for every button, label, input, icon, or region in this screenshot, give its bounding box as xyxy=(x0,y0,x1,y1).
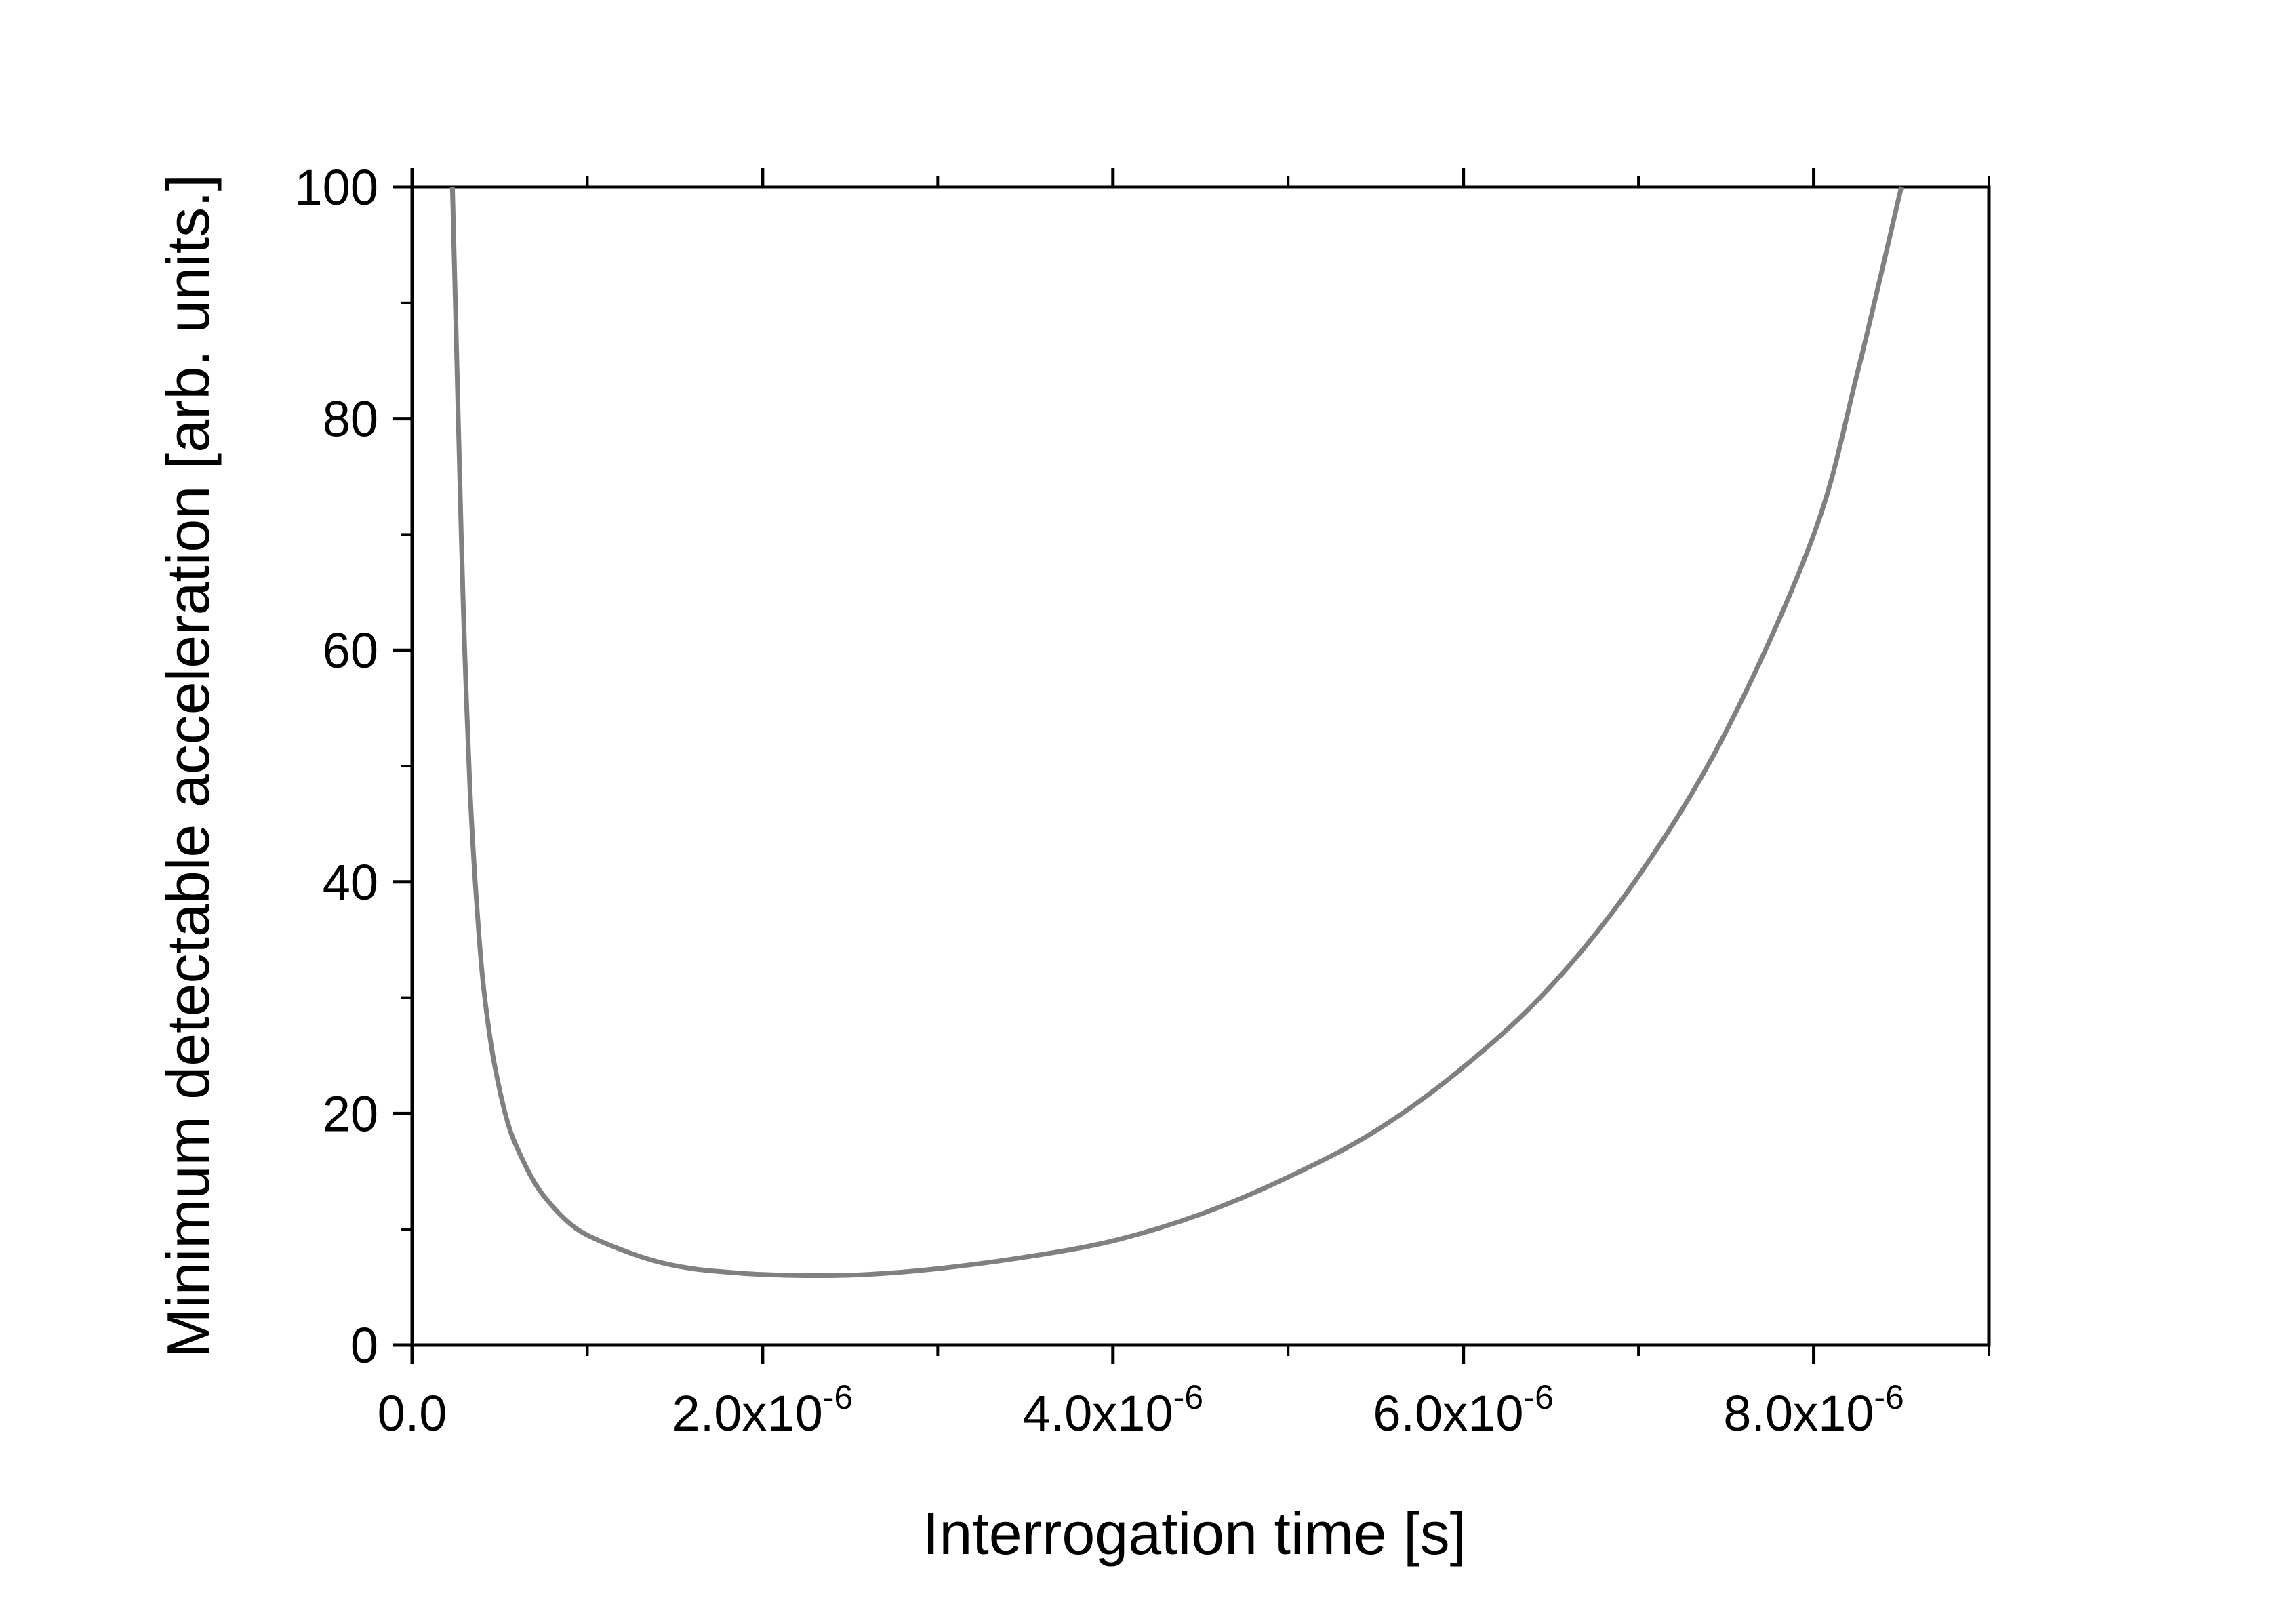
x-tick-mantissa-4: 8.0x10 xyxy=(1723,1385,1874,1441)
x-axis-tick-labels: 0.0 2.0x10-6 4.0x10-6 6.0x10-6 8.0x10-6 xyxy=(378,1378,1904,1441)
x-axis-ticks xyxy=(410,168,1990,1364)
y-axis-title: Minimum detectable acceleration [arb. un… xyxy=(155,174,222,1358)
x-tick-label-3: 6.0x10-6 xyxy=(1373,1378,1554,1441)
y-axis-ticks xyxy=(393,185,412,1347)
y-tick-label-3: 60 xyxy=(323,622,378,679)
plot-frame xyxy=(410,185,1991,1347)
y-tick-label-5: 100 xyxy=(295,159,378,216)
y-tick-label-0: 0 xyxy=(350,1317,378,1374)
x-tick-exponent-2: -6 xyxy=(1173,1378,1203,1416)
x-tick-label-0: 0.0 xyxy=(378,1385,447,1441)
series-line xyxy=(449,186,1904,1279)
x-tick-label-4: 8.0x10-6 xyxy=(1723,1378,1904,1441)
x-tick-mantissa-2: 4.0x10 xyxy=(1022,1385,1173,1441)
y-axis-tick-labels: 0 20 40 60 80 100 xyxy=(295,159,378,1374)
x-axis-title: Interrogation time [s] xyxy=(923,1500,1466,1567)
y-tick-label-1: 20 xyxy=(323,1085,378,1142)
x-tick-mantissa-3: 6.0x10 xyxy=(1373,1385,1523,1441)
x-tick-label-1: 2.0x10-6 xyxy=(672,1378,853,1441)
x-tick-exponent-4: -6 xyxy=(1874,1378,1904,1416)
x-tick-mantissa-0: 0.0 xyxy=(378,1385,447,1441)
y-tick-label-4: 80 xyxy=(323,391,378,447)
x-tick-exponent-1: -6 xyxy=(823,1378,853,1416)
y-tick-label-2: 40 xyxy=(323,854,378,911)
x-tick-mantissa-1: 2.0x10 xyxy=(672,1385,823,1441)
x-tick-label-2: 4.0x10-6 xyxy=(1022,1378,1203,1441)
x-tick-exponent-3: -6 xyxy=(1524,1378,1554,1416)
